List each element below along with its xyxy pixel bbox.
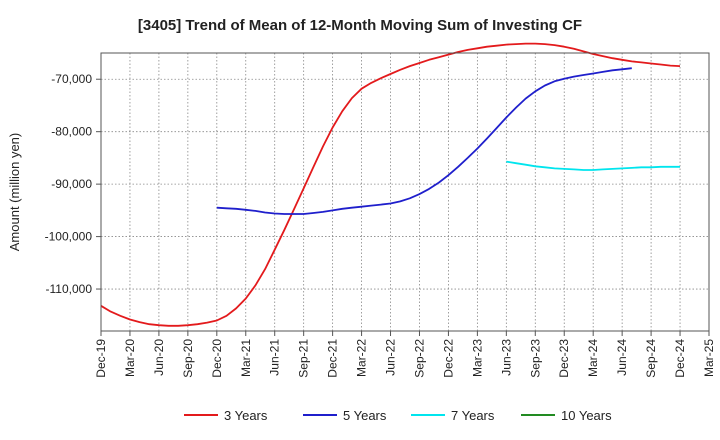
x-tick-label: Jun-21 <box>268 339 282 376</box>
x-tick-label: Mar-22 <box>355 339 369 377</box>
legend: 3 Years 5 Years 7 Years 10 Years <box>184 408 612 423</box>
x-tick-label: Jun-20 <box>152 339 166 376</box>
legend-label-5-years: 5 Years <box>343 408 387 423</box>
x-tick-label: Dec-23 <box>557 339 571 378</box>
x-tick-label: Dec-19 <box>94 339 108 378</box>
x-tick-label: Mar-24 <box>586 339 600 377</box>
x-tick-label: Sep-21 <box>297 339 311 378</box>
x-tick-label: Mar-25 <box>702 339 716 377</box>
legend-label-7-years: 7 Years <box>451 408 495 423</box>
x-tick-label: Dec-24 <box>673 339 687 378</box>
y-axis: -110,000 -100,000 -90,000 -80,000 -70,000 <box>45 72 101 296</box>
x-tick-label: Sep-23 <box>528 339 542 378</box>
plot-frame <box>100 52 710 332</box>
x-tick-label: Dec-22 <box>441 339 455 378</box>
legend-label-10-years: 10 Years <box>561 408 612 423</box>
series-line-7-years <box>506 160 680 171</box>
series-line-3-years <box>100 42 681 327</box>
x-tick-label: Dec-20 <box>210 339 224 378</box>
x-tick-label: Jun-22 <box>384 339 398 376</box>
x-tick-label: Jun-23 <box>499 339 513 376</box>
x-tick-label: Jun-24 <box>615 339 629 376</box>
y-tick-label: -100,000 <box>45 230 93 244</box>
grid <box>101 53 709 331</box>
x-tick-label: Mar-23 <box>470 339 484 377</box>
y-tick-label: -80,000 <box>51 125 92 139</box>
x-tick-label: Dec-21 <box>326 339 340 378</box>
series-line-5-years <box>216 67 632 215</box>
chart-title: [3405] Trend of Mean of 12-Month Moving … <box>138 17 582 34</box>
x-tick-label: Mar-20 <box>123 339 137 377</box>
legend-label-3-years: 3 Years <box>224 408 268 423</box>
y-tick-label: -90,000 <box>51 177 92 191</box>
x-tick-label: Sep-22 <box>412 339 426 378</box>
x-tick-label: Sep-24 <box>644 339 658 378</box>
series-lines <box>100 42 681 327</box>
x-tick-label: Sep-20 <box>181 339 195 378</box>
y-axis-label: Amount (million yen) <box>7 133 22 252</box>
x-axis: Dec-19 Mar-20 Jun-20 Sep-20 Dec-20 Mar-21 Jun-… <box>94 331 716 378</box>
y-tick-label: -110,000 <box>46 282 93 296</box>
x-tick-label: Mar-21 <box>239 339 253 377</box>
y-tick-label: -70,000 <box>51 72 92 86</box>
